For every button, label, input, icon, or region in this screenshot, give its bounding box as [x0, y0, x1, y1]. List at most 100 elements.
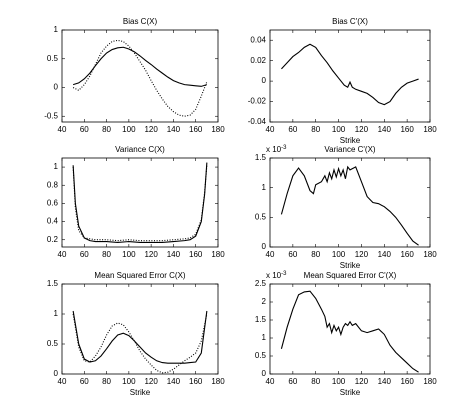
- x-tick-label: 140: [378, 250, 392, 259]
- y-tick-label: 1: [262, 333, 267, 342]
- axes-box: [61, 157, 219, 248]
- x-tick-label: 120: [144, 377, 158, 386]
- x-tick-label: 80: [102, 250, 111, 259]
- x-tick-label: 100: [122, 250, 136, 259]
- x-tick-label: 40: [58, 377, 67, 386]
- y-tick-label: 0: [54, 369, 59, 378]
- y-multiplier-exponent: -3: [281, 271, 287, 277]
- data-line: [281, 43, 419, 106]
- y-multiplier: x 10-3: [266, 145, 287, 155]
- x-tick-label: 120: [355, 125, 369, 134]
- axes-box: [269, 29, 431, 123]
- x-tick-label: 60: [288, 250, 297, 259]
- y-multiplier: x 10-3: [266, 271, 287, 281]
- x-tick-label: 60: [80, 250, 89, 259]
- x-axis-label: Strike: [340, 136, 361, 145]
- x-tick-label: 160: [189, 250, 203, 259]
- chart-title: Bias C'(X): [332, 17, 368, 26]
- y-tick-label: 0.02: [250, 56, 266, 65]
- data-line: [72, 46, 208, 87]
- y-tick-label: 1: [262, 183, 267, 192]
- x-tick-label: 60: [288, 377, 297, 386]
- x-tick-label: 60: [80, 125, 89, 134]
- y-tick-label: -0.04: [248, 117, 267, 126]
- chart-title: Mean Squared Error C'(X): [304, 271, 397, 280]
- y-multiplier-base: x 10: [266, 271, 282, 280]
- chart-title: Mean Squared Error C(X): [94, 271, 185, 280]
- x-tick-label: 180: [423, 250, 437, 259]
- y-tick-label: 2.5: [255, 279, 267, 288]
- data-line: [72, 310, 208, 364]
- y-tick-label: 2: [262, 297, 267, 306]
- y-multiplier-exponent: -3: [281, 145, 287, 151]
- y-tick-label: 0: [262, 242, 267, 251]
- x-tick-label: 80: [311, 250, 320, 259]
- x-tick-label: 160: [400, 377, 414, 386]
- y-tick-label: 1: [54, 25, 59, 34]
- data-line: [72, 39, 208, 117]
- y-tick-label: 1.5: [255, 153, 267, 162]
- y-tick-label: 1.5: [47, 279, 59, 288]
- chart-title: Bias C(X): [123, 17, 158, 26]
- x-tick-label: 80: [311, 377, 320, 386]
- x-tick-label: 100: [122, 377, 136, 386]
- y-multiplier-base: x 10: [266, 145, 282, 154]
- axes-box: [61, 283, 219, 375]
- x-tick-label: 120: [144, 250, 158, 259]
- axes-box: [269, 157, 431, 248]
- x-tick-label: 160: [400, 125, 414, 134]
- chart-title: Variance C'(X): [324, 145, 376, 154]
- x-tick-label: 80: [102, 125, 111, 134]
- y-tick-label: 0.5: [255, 351, 267, 360]
- x-tick-label: 140: [167, 377, 181, 386]
- x-tick-label: 160: [189, 377, 203, 386]
- x-tick-label: 140: [378, 125, 392, 134]
- y-tick-label: 0: [262, 369, 267, 378]
- y-tick-label: 0.4: [47, 217, 59, 226]
- axes-box: [269, 283, 431, 375]
- x-tick-label: 180: [423, 125, 437, 134]
- x-tick-label: 180: [211, 377, 225, 386]
- data-line: [72, 162, 208, 244]
- y-tick-label: 0: [54, 83, 59, 92]
- x-tick-label: 100: [332, 250, 346, 259]
- x-tick-label: 180: [211, 125, 225, 134]
- x-tick-label: 40: [266, 377, 275, 386]
- x-tick-label: 80: [311, 125, 320, 134]
- y-tick-label: 0.04: [250, 35, 266, 44]
- y-tick-label: -0.02: [248, 97, 267, 106]
- x-tick-label: 140: [378, 377, 392, 386]
- y-tick-label: 1: [54, 309, 59, 318]
- y-tick-label: 0.8: [47, 180, 59, 189]
- x-tick-label: 120: [144, 125, 158, 134]
- x-tick-label: 60: [80, 377, 89, 386]
- y-tick-label: -0.5: [44, 111, 58, 120]
- y-tick-label: 0: [262, 76, 267, 85]
- x-tick-label: 140: [167, 250, 181, 259]
- data-line: [72, 313, 208, 374]
- x-tick-label: 80: [102, 377, 111, 386]
- x-tick-label: 60: [288, 125, 297, 134]
- data-line: [72, 165, 208, 242]
- chart-title: Variance C(X): [115, 145, 165, 154]
- y-tick-label: 0.5: [47, 339, 59, 348]
- x-tick-label: 40: [266, 125, 275, 134]
- y-tick-label: 0.5: [255, 212, 267, 221]
- axes-box: [61, 29, 219, 123]
- x-tick-label: 120: [355, 250, 369, 259]
- x-tick-label: 180: [211, 250, 225, 259]
- x-tick-label: 40: [58, 125, 67, 134]
- y-tick-label: 0.5: [47, 54, 59, 63]
- x-tick-label: 160: [400, 250, 414, 259]
- x-tick-label: 100: [122, 125, 136, 134]
- x-tick-label: 180: [423, 377, 437, 386]
- data-line: [280, 290, 419, 373]
- x-axis-label: Strike: [340, 388, 361, 397]
- y-tick-label: 1: [54, 162, 59, 171]
- x-tick-label: 160: [189, 125, 203, 134]
- x-axis-label: Strike: [340, 261, 361, 270]
- data-line: [280, 165, 419, 246]
- x-tick-label: 40: [266, 250, 275, 259]
- x-tick-label: 40: [58, 250, 67, 259]
